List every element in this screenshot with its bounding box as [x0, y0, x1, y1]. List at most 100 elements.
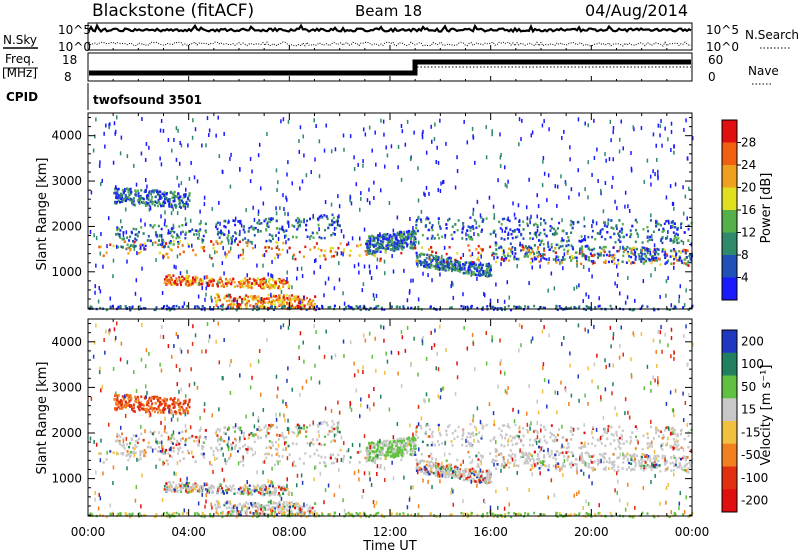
- velocity-cell: [469, 475, 472, 478]
- power-cell: [556, 308, 559, 312]
- velocity-cell: [594, 513, 597, 516]
- power-cell: [233, 299, 236, 303]
- power-cell: [117, 199, 120, 203]
- power-cell: [186, 269, 188, 274]
- power-cell: [236, 297, 239, 301]
- power-cell: [375, 162, 377, 167]
- velocity-cell: [359, 512, 362, 516]
- velocity-cell: [119, 443, 122, 446]
- power-cell: [187, 245, 190, 248]
- power-cell: [577, 117, 580, 122]
- power-cell: [230, 236, 233, 240]
- power-cell: [141, 243, 144, 247]
- velocity-cell: [428, 428, 431, 431]
- power-cell: [242, 249, 245, 254]
- power-cell: [166, 304, 169, 308]
- power-cell: [583, 216, 585, 221]
- power-cell: [431, 250, 434, 254]
- power-cell: [200, 278, 203, 281]
- power-cell: [435, 251, 438, 255]
- velocity-cell: [239, 492, 242, 496]
- power-cell: [420, 252, 423, 256]
- nave-tick-low: 0: [708, 70, 716, 84]
- power-cell: [212, 279, 215, 282]
- power-cell: [396, 215, 399, 220]
- power-cell: [357, 262, 360, 267]
- power-cell: [342, 133, 345, 138]
- power-cell: [471, 252, 474, 257]
- power-cell: [491, 305, 494, 309]
- power-cell: [382, 237, 385, 241]
- power-cell: [522, 220, 525, 223]
- power-cell: [428, 266, 431, 269]
- power-cell: [634, 251, 637, 254]
- power-cell: [513, 257, 516, 261]
- power-cell: [238, 302, 241, 306]
- noise-tick-low-right: 10^0: [706, 40, 739, 54]
- power-cell: [439, 189, 442, 194]
- power-cell: [224, 255, 227, 259]
- power-cell: [160, 196, 163, 199]
- velocity-cell: [368, 515, 371, 519]
- power-cell: [129, 187, 132, 191]
- power-cell: [275, 227, 278, 230]
- power-cell: [533, 252, 536, 255]
- velocity-cell: [584, 445, 587, 448]
- power-cell: [169, 239, 172, 243]
- power-cell: [419, 260, 422, 263]
- power-cell: [164, 195, 167, 199]
- power-cell: [630, 150, 632, 155]
- power-cell: [133, 240, 136, 244]
- power-cell: [673, 150, 675, 155]
- power-cell: [323, 236, 326, 240]
- power-cell: [186, 196, 189, 200]
- power-cell: [154, 308, 157, 312]
- power-cell: [536, 225, 539, 228]
- power-cell: [549, 248, 552, 251]
- power-cell: [283, 207, 285, 212]
- power-cell: [116, 188, 119, 191]
- power-cell: [531, 265, 533, 270]
- velocity-cell: [268, 507, 271, 510]
- velocity-cell: [141, 403, 144, 407]
- power-cell: [333, 286, 336, 291]
- power-cell: [498, 246, 501, 250]
- velocity-cell: [461, 474, 464, 478]
- power-cell: [544, 306, 547, 310]
- power-cell: [517, 306, 520, 310]
- power-cell: [408, 290, 411, 295]
- power-cell: [172, 199, 175, 203]
- power-cell: [641, 246, 644, 249]
- power-cell: [277, 254, 279, 259]
- power-cell: [430, 237, 433, 240]
- power-cell: [447, 262, 450, 266]
- power-cell: [313, 259, 316, 264]
- power-cell: [239, 167, 241, 172]
- power-cell: [544, 221, 547, 225]
- power-cell: [313, 270, 315, 275]
- velocity-cell: [198, 486, 201, 489]
- power-cell: [300, 266, 303, 271]
- power-cell: [512, 201, 514, 206]
- power-cell: [215, 301, 218, 304]
- power-cell: [627, 275, 629, 280]
- power-cell: [508, 295, 511, 300]
- velocity-cell: [379, 446, 382, 449]
- power-cell: [619, 245, 621, 250]
- power-cell: [115, 200, 118, 204]
- power-cell: [344, 305, 347, 309]
- power-cell: [629, 229, 632, 232]
- power-cell: [607, 260, 610, 264]
- power-cell: [587, 256, 590, 259]
- power-cell: [386, 241, 389, 245]
- velocity-cell: [258, 425, 261, 429]
- power-cell: [413, 130, 415, 135]
- power-cell: [358, 270, 360, 275]
- power-cell: [417, 166, 419, 171]
- power-cell: [452, 282, 454, 287]
- power-cell: [442, 264, 445, 268]
- power-cell: [202, 234, 205, 238]
- power-cell: [396, 236, 399, 240]
- power-cell: [212, 247, 215, 250]
- power-cell: [338, 224, 341, 227]
